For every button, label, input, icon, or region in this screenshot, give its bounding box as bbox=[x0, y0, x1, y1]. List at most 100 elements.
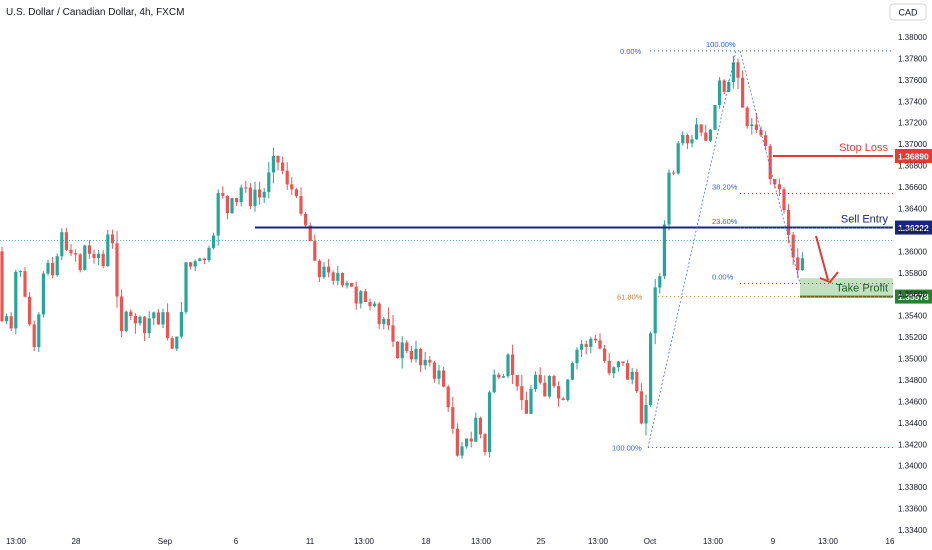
candle-body bbox=[428, 359, 432, 363]
candle-body bbox=[446, 386, 450, 408]
candle-body bbox=[143, 316, 147, 334]
candle-body bbox=[304, 213, 308, 226]
candle-body bbox=[221, 193, 225, 196]
y-tick-label: 1.33800 bbox=[898, 483, 927, 492]
candle-body bbox=[612, 367, 616, 374]
candle-body bbox=[51, 262, 55, 276]
candle-body bbox=[561, 398, 565, 401]
candle-body bbox=[60, 232, 64, 257]
candle-body bbox=[580, 344, 584, 350]
candles bbox=[0, 55, 804, 459]
candle-body bbox=[74, 253, 78, 255]
candle-body bbox=[635, 371, 639, 392]
candle-body bbox=[69, 249, 73, 254]
candle-body bbox=[455, 428, 459, 456]
y-tick-label: 1.33400 bbox=[898, 526, 927, 535]
candle-body bbox=[414, 348, 418, 360]
candle-body bbox=[258, 189, 262, 198]
price-tag-label: 1.36222 bbox=[898, 223, 929, 233]
candle-body bbox=[681, 135, 685, 144]
candle-body bbox=[147, 318, 151, 334]
candle-body bbox=[575, 349, 579, 364]
candle-body bbox=[718, 80, 722, 106]
candle-body bbox=[41, 273, 45, 315]
candle-body bbox=[543, 382, 547, 397]
candle-body bbox=[676, 143, 680, 174]
candle-body bbox=[460, 446, 464, 456]
candle-body bbox=[658, 276, 662, 288]
candle-body bbox=[64, 232, 68, 250]
x-tick-label: 6 bbox=[234, 537, 239, 546]
candle-body bbox=[281, 162, 285, 171]
candle-body bbox=[754, 124, 758, 130]
fib-label: 61.80% bbox=[617, 293, 643, 302]
candle-body bbox=[469, 438, 473, 442]
fib-trend-line bbox=[647, 50, 737, 448]
candle-body bbox=[529, 389, 533, 414]
price-tag-label: 1.36890 bbox=[898, 151, 929, 161]
candle-body bbox=[161, 312, 165, 325]
y-tick-label: 1.35400 bbox=[898, 312, 927, 321]
fib-label: 100.00% bbox=[706, 40, 736, 49]
candle-body bbox=[768, 145, 772, 180]
candle-body bbox=[584, 344, 588, 347]
candle-body bbox=[653, 287, 657, 334]
candle-body bbox=[129, 311, 133, 317]
candle-body bbox=[534, 374, 538, 390]
candle-body bbox=[327, 266, 331, 273]
candle-body bbox=[570, 363, 574, 380]
candle-body bbox=[156, 312, 160, 325]
candle-body bbox=[377, 303, 381, 325]
fib-label: 0.00% bbox=[620, 47, 642, 56]
candle-body bbox=[515, 375, 519, 387]
y-tick-label: 1.38000 bbox=[898, 33, 927, 42]
candle-body bbox=[28, 296, 32, 325]
y-tick-label: 1.37800 bbox=[898, 54, 927, 63]
candle-body bbox=[331, 272, 335, 281]
candle-body bbox=[359, 291, 363, 304]
candle-body bbox=[474, 417, 478, 442]
candle-body bbox=[373, 303, 377, 307]
currency-badge[interactable]: CAD bbox=[889, 3, 927, 21]
y-tick-label: 1.35200 bbox=[898, 333, 927, 342]
candle-body bbox=[0, 251, 4, 322]
candle-body bbox=[239, 187, 243, 203]
candle-body bbox=[253, 189, 257, 206]
y-tick-label: 1.35600 bbox=[898, 290, 927, 299]
sell-entry-label: Sell Entry bbox=[841, 214, 889, 226]
candle-body bbox=[368, 302, 372, 307]
candle-body bbox=[285, 170, 289, 185]
candle-body bbox=[198, 258, 202, 262]
candle-body bbox=[115, 243, 119, 297]
candle-body bbox=[524, 400, 528, 414]
trade-arrow bbox=[815, 235, 829, 281]
candle-body bbox=[230, 198, 234, 214]
y-tick-label: 1.36600 bbox=[898, 183, 927, 192]
x-tick-label: 13:00 bbox=[818, 537, 839, 546]
candle-body bbox=[202, 258, 206, 261]
candle-body bbox=[409, 350, 413, 360]
candle-body bbox=[101, 253, 105, 267]
candle-body bbox=[207, 247, 211, 261]
candle-body bbox=[405, 342, 409, 351]
take-profit-label: Take Profit bbox=[836, 283, 888, 295]
candle-body bbox=[607, 360, 611, 374]
candle-body bbox=[23, 271, 27, 297]
candle-body bbox=[616, 361, 620, 368]
candle-body bbox=[83, 245, 87, 271]
x-tick-label: 16 bbox=[886, 537, 895, 546]
price-tag-label: 1.35578 bbox=[898, 292, 929, 302]
y-tick-label: 1.34000 bbox=[898, 462, 927, 471]
y-tick-label: 1.36200 bbox=[898, 226, 927, 235]
candle-body bbox=[598, 340, 602, 349]
y-tick-label: 1.35000 bbox=[898, 355, 927, 364]
candle-body bbox=[699, 124, 703, 133]
candle-body bbox=[423, 359, 427, 366]
candle-body bbox=[552, 375, 556, 387]
x-tick-label: 11 bbox=[306, 537, 315, 546]
candle-body bbox=[731, 62, 735, 83]
candle-body bbox=[722, 80, 726, 92]
candle-body bbox=[782, 189, 786, 211]
candle-body bbox=[566, 379, 570, 401]
